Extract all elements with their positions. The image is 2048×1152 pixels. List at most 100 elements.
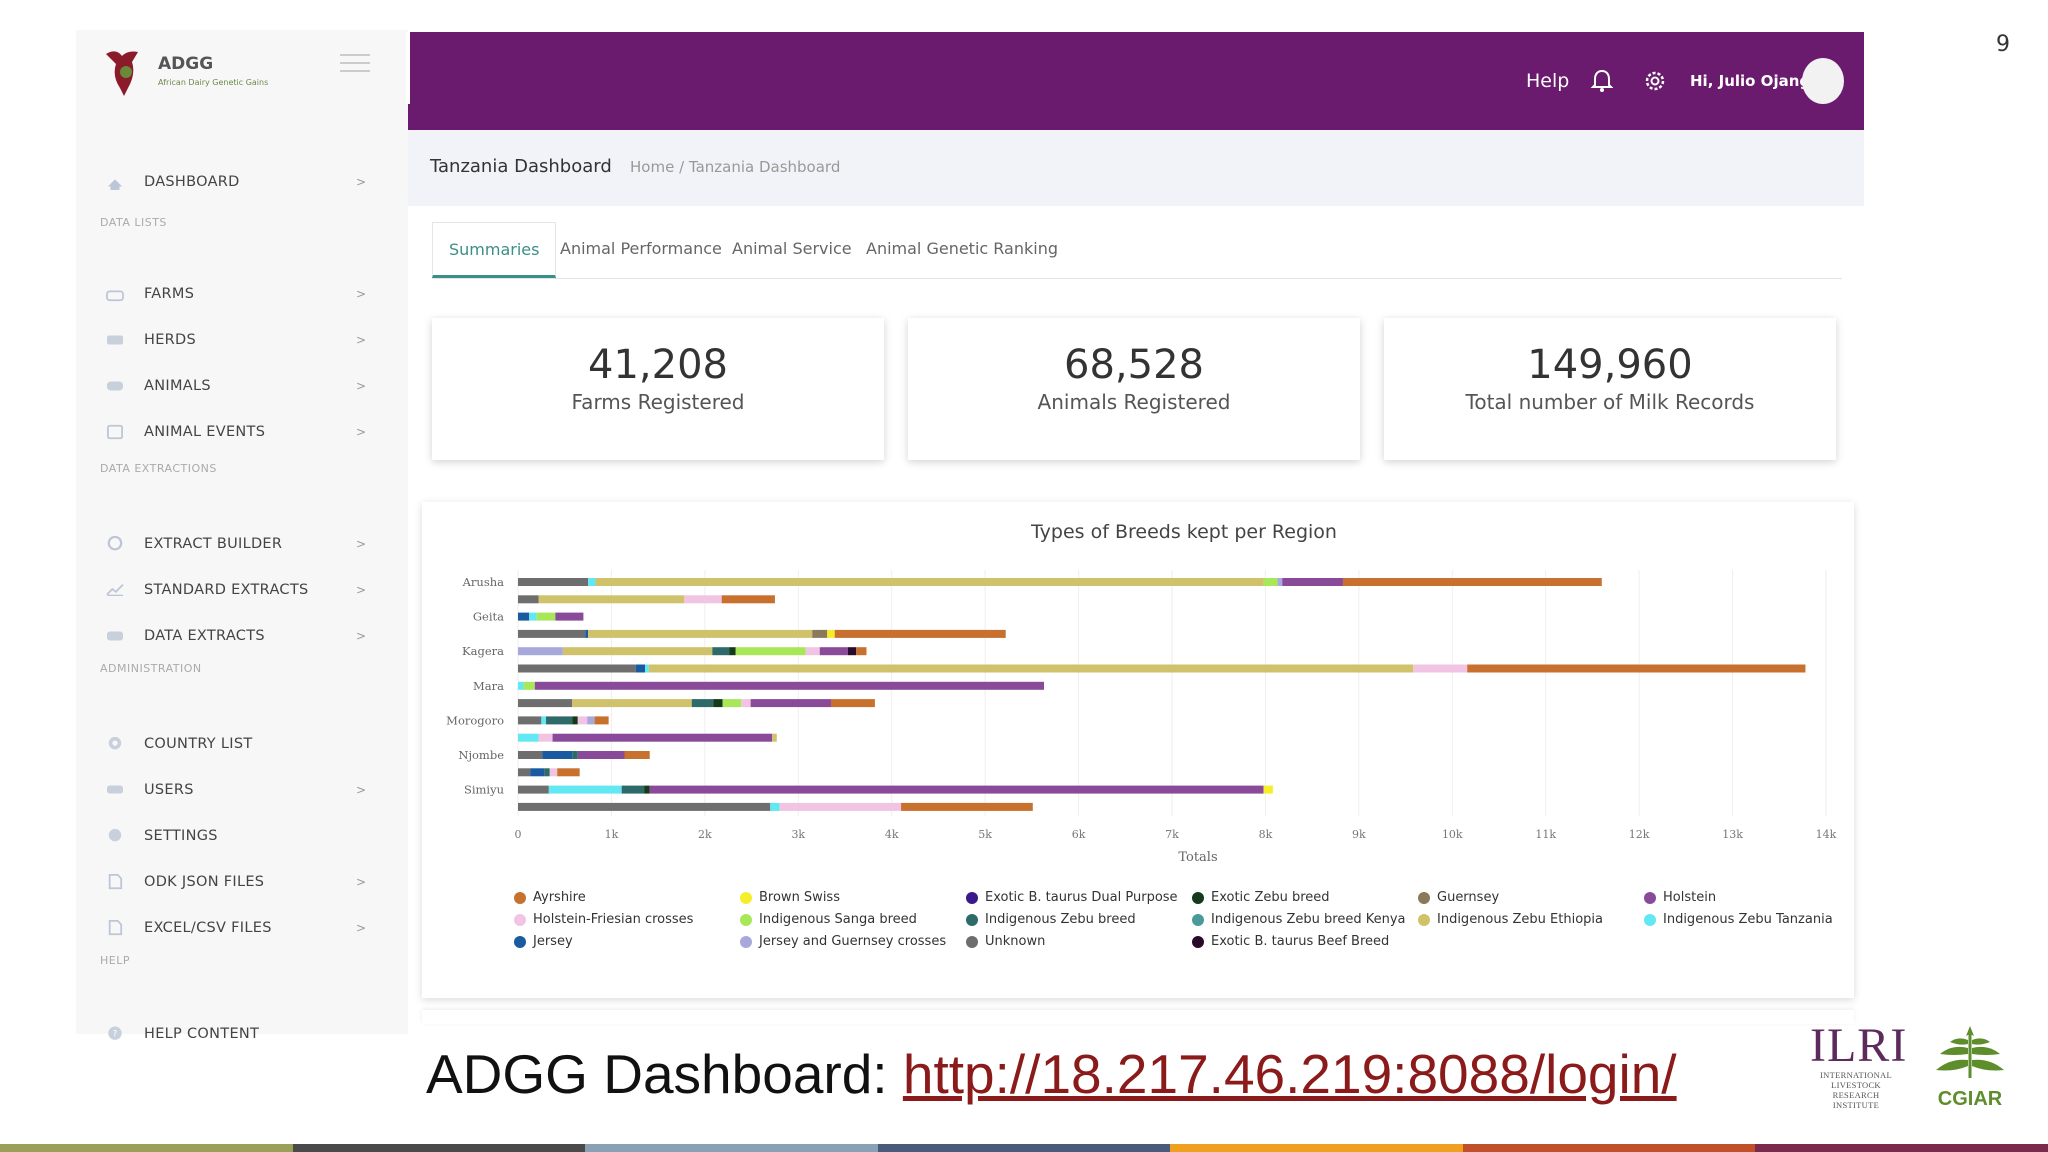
sidebar-item-dashboard[interactable]: DASHBOARD > [76, 162, 408, 202]
bar-segment [779, 802, 902, 811]
sidebar-item-label: DATA EXTRACTS [144, 628, 265, 644]
legend-item[interactable]: Holstein [1644, 890, 1716, 905]
bar-segment [722, 699, 742, 708]
menu-toggle-icon[interactable] [340, 54, 370, 78]
sidebar-item-users[interactable]: USERS > [76, 770, 408, 810]
animal-icon [107, 381, 123, 391]
x-tick-label: 0 [515, 828, 522, 841]
legend-item[interactable]: Indigenous Zebu Tanzania [1644, 912, 1833, 927]
sidebar-item-standard-extracts[interactable]: STANDARD EXTRACTS > [76, 570, 408, 610]
sidebar-item-data-extracts[interactable]: DATA EXTRACTS > [76, 616, 408, 656]
chevron-right-icon: > [356, 583, 367, 597]
bar-segment [518, 595, 539, 604]
legend-swatch [740, 935, 752, 948]
legend-item[interactable]: Jersey [514, 934, 573, 949]
strip-segment [1755, 1144, 2048, 1152]
sidebar-item-herds[interactable]: HERDS > [76, 320, 408, 360]
top-bar: Help Hi, Julio Ojango [406, 32, 1864, 130]
sidebar-item-label: EXCEL/CSV FILES [144, 920, 272, 936]
bar-segment [812, 629, 828, 638]
y-tick-label: Arusha [462, 575, 505, 589]
stat-value: 149,960 [1527, 342, 1693, 388]
breadcrumb[interactable]: Home / Tanzania Dashboard [630, 158, 841, 176]
bar-segment [518, 699, 573, 708]
tab-animal-genetic-ranking[interactable]: Animal Genetic Ranking [866, 239, 1058, 258]
legend-swatch [740, 891, 752, 904]
bar-segment [518, 647, 563, 656]
breeds-chart-panel: Types of Breeds kept per Region 0 1k 2k 3k 4k… [422, 502, 1854, 998]
legend-item[interactable]: Unknown [966, 934, 1045, 949]
sidebar-item-label: COUNTRY LIST [144, 736, 253, 752]
stat-label: Farms Registered [571, 390, 745, 414]
legend-item[interactable]: Guernsey [1418, 890, 1499, 905]
gear-icon[interactable] [1642, 68, 1668, 94]
breeds-per-region-chart[interactable]: Types of Breeds kept per Region 0 1k 2k 3k 4k… [422, 502, 1854, 882]
legend-swatch [514, 913, 526, 926]
sidebar-item-country-list[interactable]: COUNTRY LIST [76, 724, 408, 764]
dashboard-url-link[interactable]: http://18.217.46.219:8088/login/ [902, 1043, 1677, 1105]
legend-item[interactable]: Indigenous Zebu Ethiopia [1418, 912, 1603, 927]
legend-item[interactable]: Ayrshire [514, 890, 586, 905]
legend-item[interactable]: Exotic Zebu breed [1192, 890, 1330, 905]
legend-label: Guernsey [1437, 890, 1500, 905]
sidebar-item-animal-events[interactable]: ANIMAL EVENTS > [76, 412, 408, 452]
slide-number: 9 [1996, 32, 2010, 57]
user-greeting[interactable]: Hi, Julio Ojango [1690, 72, 1821, 90]
help-icon: ? [108, 1026, 122, 1040]
bar-segment [770, 802, 780, 811]
sidebar-item-help-content[interactable]: ? HELP CONTENT [76, 1014, 408, 1054]
bar-segment [529, 612, 537, 621]
sidebar-item-animals[interactable]: ANIMALS > [76, 366, 408, 406]
avatar[interactable] [1802, 58, 1844, 104]
bar-segment [534, 681, 1045, 690]
y-tick-label: Mara [473, 679, 504, 693]
legend-item[interactable]: Indigenous Sanga breed [740, 912, 917, 927]
stat-label: Animals Registered [1037, 390, 1231, 414]
legend-item[interactable]: Exotic B. taurus Dual Purpose [966, 890, 1178, 905]
adgg-logo[interactable]: ADGG African Dairy Genetic Gains [98, 42, 308, 102]
legend-swatch [1418, 913, 1430, 926]
cgiar-wheat-icon [1936, 1026, 2004, 1078]
logo-subtitle: African Dairy Genetic Gains [158, 78, 269, 87]
legend-item[interactable]: Exotic B. taurus Beef Breed [1192, 934, 1389, 949]
spreadsheet-icon [108, 920, 123, 936]
bottom-color-strip [0, 1144, 2048, 1152]
x-tick-label: 10k [1442, 828, 1463, 841]
sidebar-item-settings[interactable]: SETTINGS [76, 816, 408, 856]
bar-segment [548, 785, 622, 794]
legend-label: Exotic B. taurus Dual Purpose [985, 890, 1178, 905]
bar-segment [538, 595, 685, 604]
legend-item[interactable]: Brown Swiss [740, 890, 840, 905]
tab-animal-performance[interactable]: Animal Performance [560, 239, 722, 258]
bar-segment [572, 716, 578, 725]
legend-label: Indigenous Sanga breed [759, 912, 917, 927]
sidebar-item-label: SETTINGS [144, 828, 218, 844]
bar-segment [595, 578, 1264, 586]
tab-summaries[interactable]: Summaries [432, 222, 557, 278]
tab-animal-service[interactable]: Animal Service [732, 239, 852, 258]
legend-item[interactable]: Jersey and Guernsey crosses [740, 934, 946, 949]
bar-segment [649, 785, 1264, 794]
bar-segment [834, 629, 1006, 638]
legend-label: Ayrshire [533, 890, 586, 905]
x-tick-label: 1k [605, 828, 619, 841]
page-title: Tanzania Dashboard [430, 156, 612, 177]
bell-icon[interactable] [1590, 68, 1614, 94]
help-link[interactable]: Help [1526, 70, 1570, 92]
bar-segment [530, 768, 545, 777]
globe-icon [108, 736, 122, 750]
bar-segment [544, 768, 550, 777]
bar-segment [518, 733, 539, 742]
sidebar-item-label: HELP CONTENT [144, 1026, 260, 1042]
sidebar-item-farms[interactable]: FARMS > [76, 274, 408, 314]
x-tick-label: 9k [1352, 828, 1366, 841]
bar-segment [691, 699, 714, 708]
legend-item[interactable]: Indigenous Zebu breed Kenya [1192, 912, 1406, 927]
sidebar-item-odk-json-files[interactable]: ODK JSON FILES > [76, 862, 408, 902]
sidebar-item-extract-builder[interactable]: EXTRACT BUILDER > [76, 524, 408, 564]
legend-item[interactable]: Indigenous Zebu breed [966, 912, 1136, 927]
sidebar-item-excel-csv-files[interactable]: EXCEL/CSV FILES > [76, 908, 408, 948]
legend-item[interactable]: Holstein-Friesian crosses [514, 912, 693, 927]
bar-segment [847, 647, 857, 656]
legend-swatch [1192, 913, 1204, 926]
